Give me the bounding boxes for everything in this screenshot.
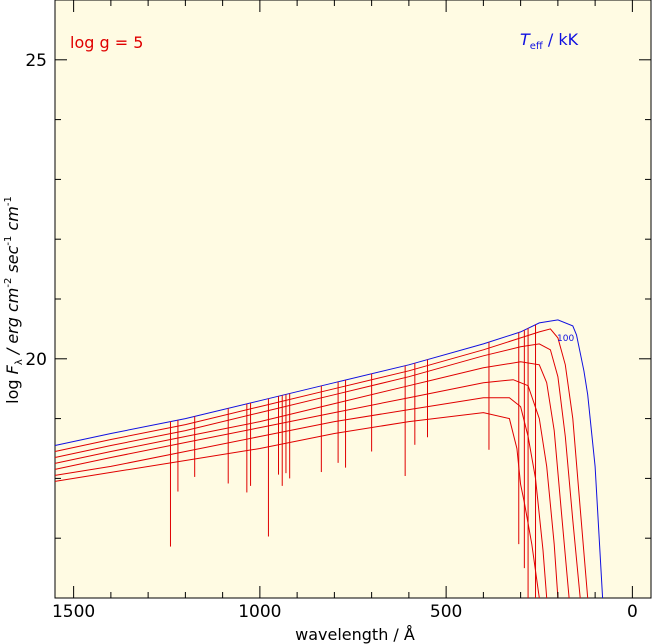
x-tick-label: 1500 [52,602,95,622]
y-tick-label: 20 [25,350,47,370]
ylabel-exp-1: -2 [3,278,14,288]
flux-curves [54,319,604,599]
ylabel-exp-2: -1 [3,236,14,246]
absorption-lines [169,324,537,598]
ylabel-exp-3: -1 [3,196,14,206]
teff-main: T [520,30,531,49]
series-line-2 [54,343,581,599]
gravity-annotation: log g = 5 [70,33,143,52]
ylabel-log: log [3,374,22,403]
x-tick-label: 500 [430,602,462,622]
y-axis-title: log Fλ / erg cm-2 sec-1 cm-1 [3,196,25,404]
series-line-4 [54,379,559,599]
teff-unit: / kK [543,30,579,49]
x-tick-label: 0 [627,602,638,622]
series-line-0 [54,319,604,599]
y-tick-label: 25 [25,51,47,71]
series-line-3 [54,361,570,599]
ylabel-f: F [3,364,22,374]
ylabel-lambda: λ [14,359,25,365]
plot-area [54,0,652,599]
x-axis-title: wavelength / Å [295,625,415,644]
tick-labels: 1500 1000 500 0 20 25 [25,51,637,622]
x-tick-label: 1000 [238,602,281,622]
series-line-1 [54,328,589,599]
teff-annotation: Teff / kK [520,30,579,52]
axis-ticks [55,0,651,598]
curve-label-100: 100 [557,334,574,344]
teff-sub: eff [530,41,544,52]
ylabel-units-2: sec [3,245,22,277]
ylabel-units-3: cm [3,206,22,235]
ylabel-units-1: / erg cm [3,288,22,360]
